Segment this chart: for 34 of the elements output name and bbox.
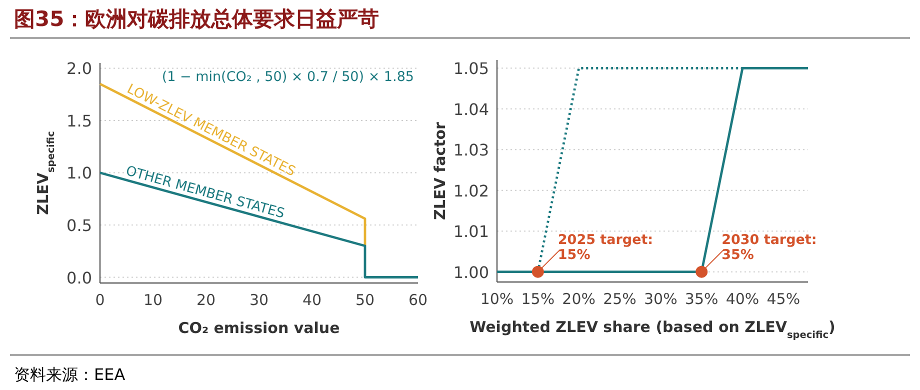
x-tick-label: 45% (766, 290, 800, 308)
x-tick-label: 10 (143, 291, 163, 309)
x-axis-title: CO₂ emission value (178, 319, 340, 337)
x-axis-title: Weighted ZLEV share (based on ZLEV$_{specific}$) (470, 318, 836, 340)
y-tick-label: 1.5 (66, 111, 92, 130)
x-tick-label: 40 (302, 291, 322, 309)
x-tick-label: 20 (196, 291, 216, 309)
y-tick-label: 1.05 (453, 59, 489, 78)
x-tick-label: 15% (521, 290, 555, 308)
y-tick-label: 1.03 (453, 140, 489, 160)
x-tick-label: 35% (684, 290, 718, 308)
x-tick-label: 10% (480, 290, 514, 308)
annotation: 2030 target: 35% (722, 232, 817, 263)
y-tick-label: 1.02 (453, 181, 489, 200)
x-tick-label: 30% (644, 290, 678, 308)
y-tick-label: 1.04 (453, 100, 489, 119)
x-tick-label: 20% (562, 290, 596, 308)
x-tick-label: 60 (408, 291, 428, 309)
x-tick-label: 30 (249, 291, 269, 309)
y-tick-label: 0.0 (66, 268, 92, 288)
y-tick-label: 1.0 (66, 164, 92, 183)
y-tick-label: 1.00 (453, 262, 489, 282)
y-axis-title: ZLEV factor (431, 121, 449, 220)
y-tick-label: 1.01 (453, 222, 489, 242)
y-tick-label: 2.0 (66, 59, 92, 78)
x-tick-label: 50 (355, 291, 375, 309)
x-tick-label: 40% (726, 290, 760, 308)
y-tick-label: 0.5 (66, 216, 92, 235)
text: 资料来源：EEA (14, 365, 126, 384)
chart-title: 图35：欧洲对碳排放总体要求日益严苛 (14, 7, 380, 31)
x-tick-label: 0 (95, 291, 105, 309)
annotation: (1 − min(CO₂ , 50) × 0.7 / 50) × 1.85 (162, 69, 414, 85)
x-tick-label: 25% (603, 290, 636, 308)
annotation: 2025 target: 15% (558, 232, 654, 263)
